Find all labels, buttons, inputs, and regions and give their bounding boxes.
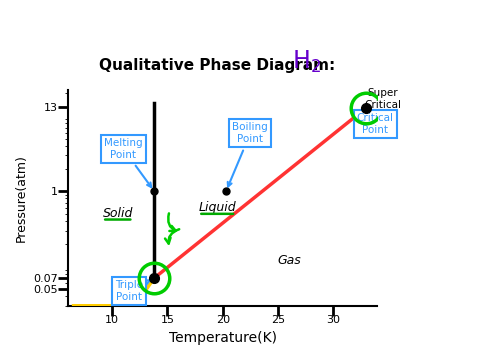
Text: Qualitative Phase Diagram:: Qualitative Phase Diagram:: [99, 58, 340, 73]
Text: Triple
Point: Triple Point: [115, 280, 150, 302]
Text: Super
Critical
Fluid: Super Critical Fluid: [364, 89, 401, 122]
Text: Gas: Gas: [277, 254, 301, 267]
Text: $\mathsf{H_2}$: $\mathsf{H_2}$: [292, 48, 321, 75]
Text: Liquid: Liquid: [198, 201, 236, 214]
Text: Critical
Point: Critical Point: [357, 109, 394, 135]
Y-axis label: Pressure(atm): Pressure(atm): [15, 154, 28, 242]
Text: Melting
Point: Melting Point: [104, 138, 151, 187]
Text: Solid: Solid: [103, 207, 133, 220]
X-axis label: Temperature(K): Temperature(K): [169, 331, 277, 345]
Text: Boiling
Point: Boiling Point: [228, 122, 268, 186]
